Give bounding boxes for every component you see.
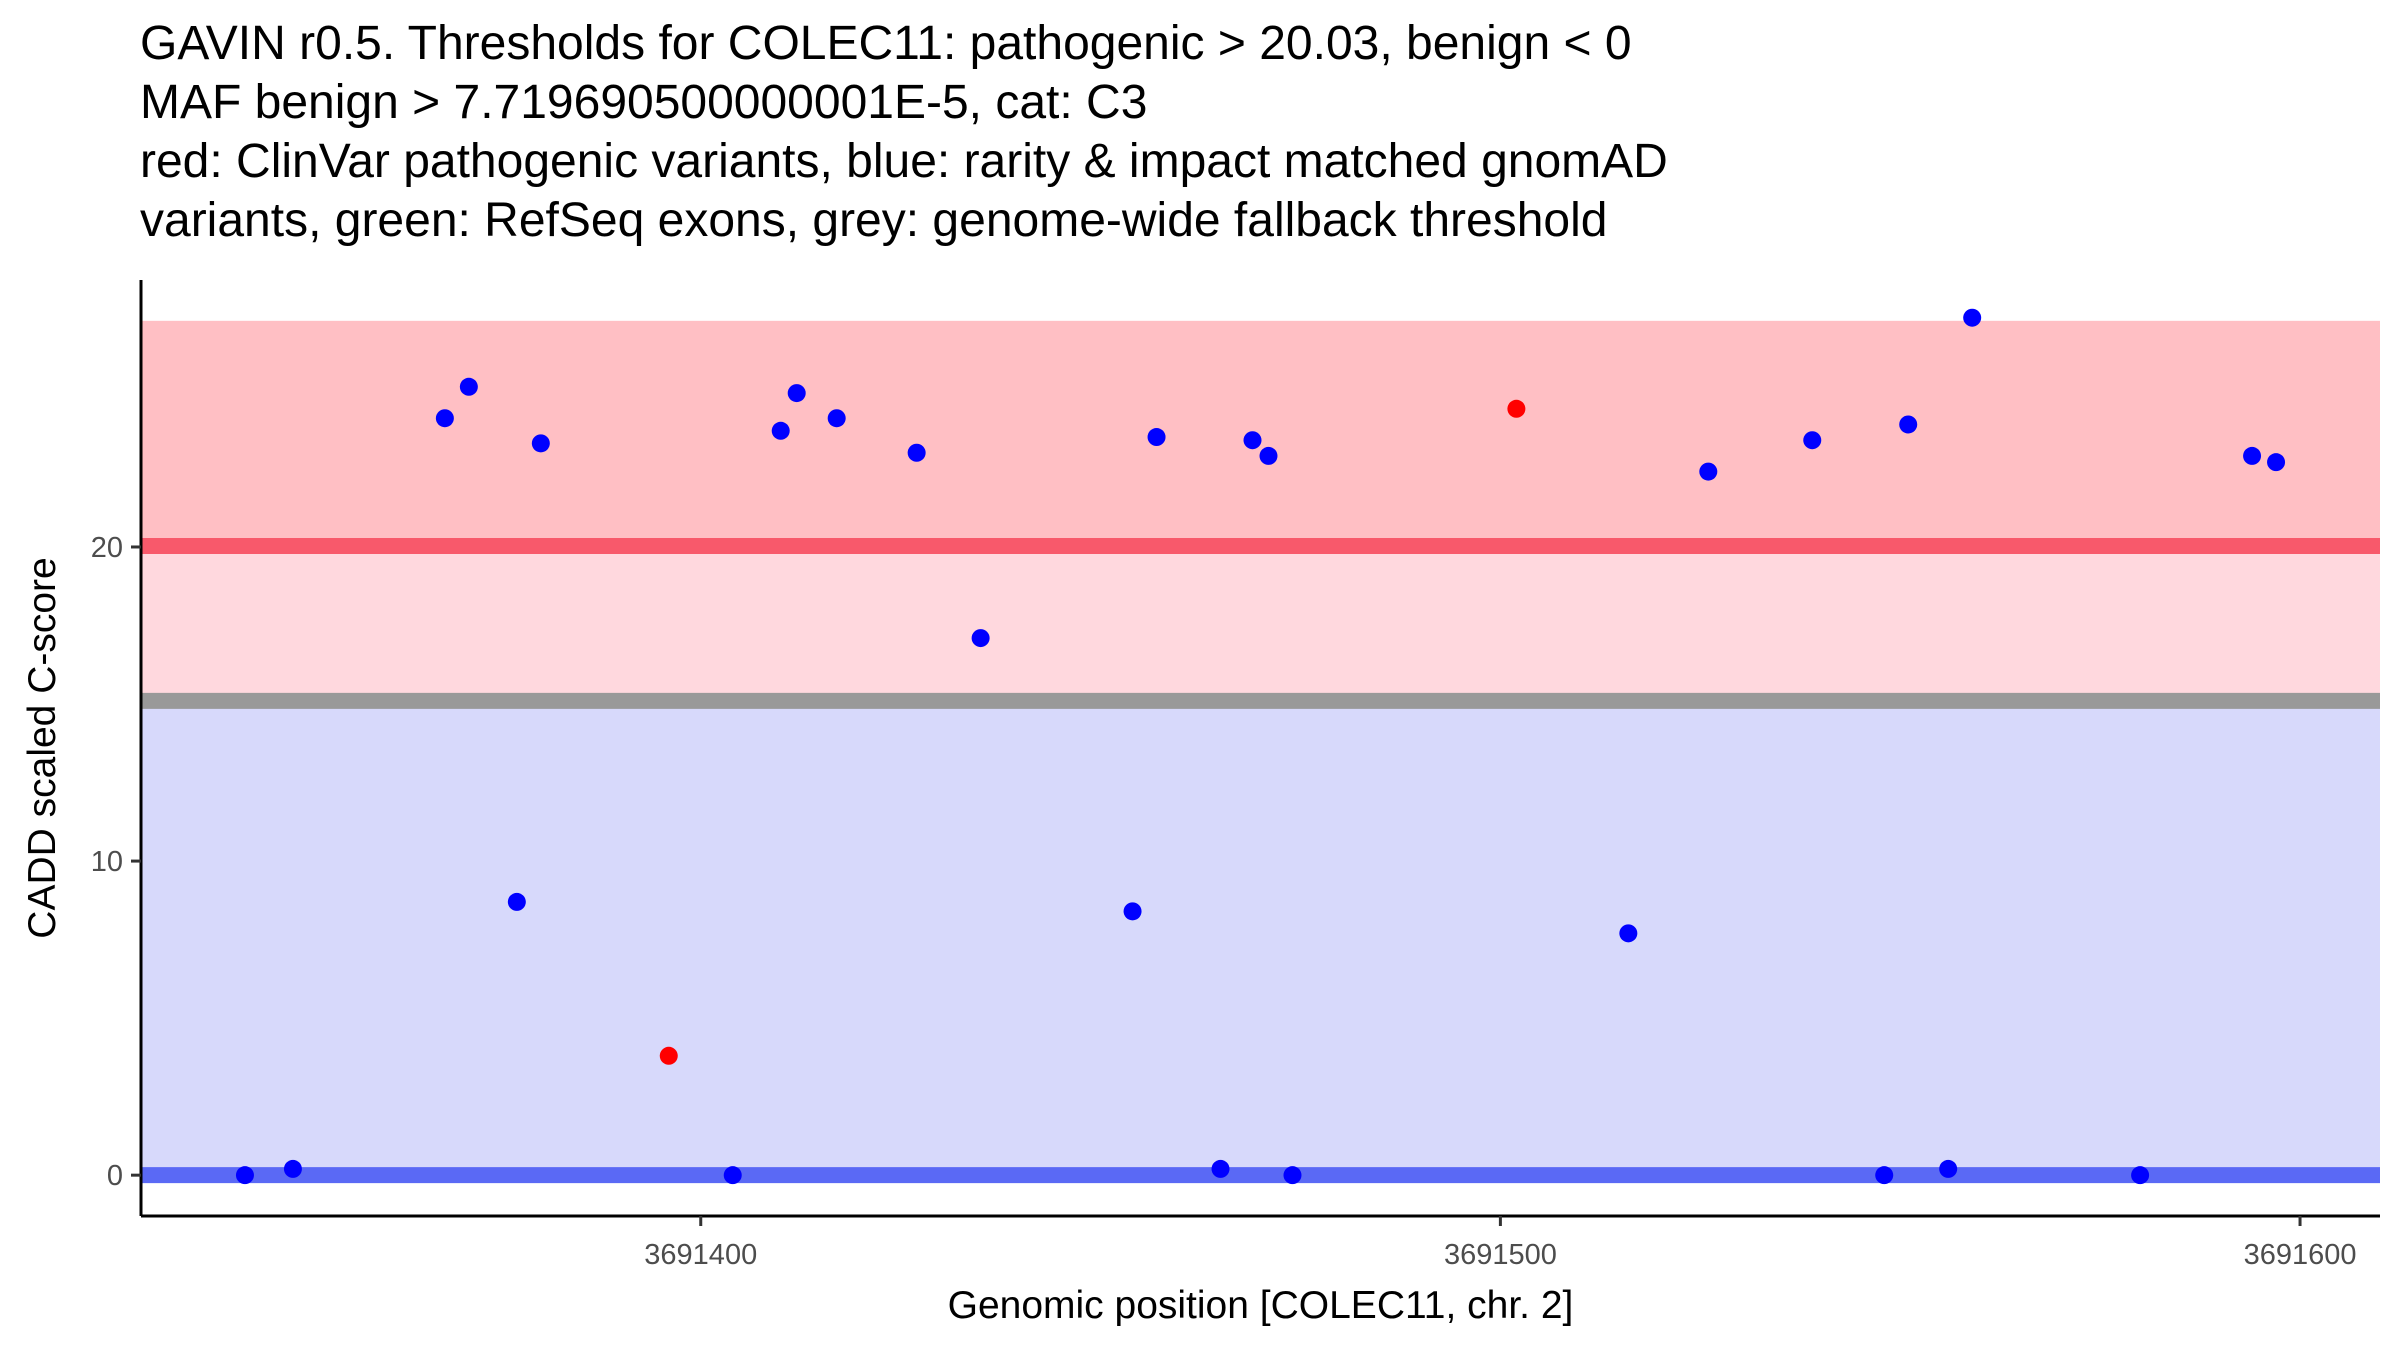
gnomad-point — [1963, 308, 1982, 327]
gnomad-point — [723, 1166, 742, 1185]
gnomad-point — [2267, 453, 2286, 472]
gnomad-point — [1803, 431, 1822, 450]
gnomad-point — [1243, 431, 1262, 450]
gnomad-point — [1899, 415, 1918, 434]
title-line-4: variants, green: RefSeq exons, grey: gen… — [140, 194, 1608, 247]
clinvar-point — [1507, 399, 1526, 418]
title-line-2: MAF benign > 7.719690500000001E-5, cat: … — [140, 76, 1148, 129]
clinvar-point — [659, 1046, 678, 1065]
y-tick-label: 10 — [91, 846, 123, 878]
gnomad-point — [1875, 1166, 1894, 1185]
title-line-1: GAVIN r0.5. Thresholds for COLEC11: path… — [140, 17, 1632, 70]
data-points — [235, 308, 2286, 1185]
gnomad-point — [1283, 1166, 1302, 1185]
gnomad-point — [531, 434, 550, 453]
gnomad-point — [1939, 1159, 1958, 1178]
gnomad-point — [1259, 446, 1278, 465]
x-tick-label: 3691500 — [1444, 1239, 1557, 1271]
chart-title: GAVIN r0.5. Thresholds for COLEC11: path… — [140, 14, 1668, 250]
x-axis-title: Genomic position [COLEC11, chr. 2] — [948, 1284, 1574, 1327]
threshold-lines — [141, 538, 2380, 1184]
gnomad-point — [507, 892, 526, 911]
gnomad-point — [235, 1166, 254, 1185]
gnomad-point — [971, 629, 990, 648]
gnomad-point — [1619, 924, 1638, 943]
pathogenic-band — [141, 320, 2380, 547]
gnomad-point — [787, 384, 806, 403]
gnomad-point — [1699, 462, 1718, 481]
benign-band — [141, 707, 2380, 1176]
gnomad-point — [771, 421, 790, 440]
y-tick-label: 20 — [91, 532, 123, 564]
x-tick-label: 3691400 — [644, 1239, 757, 1271]
gnomad-point — [907, 443, 926, 462]
x-tick-label: 3691600 — [2244, 1239, 2357, 1271]
gnomad-point — [435, 409, 454, 428]
axis-ticks: 3691400 3691500 3691600 0 10 20 — [91, 532, 2357, 1271]
gnomad-point — [2131, 1166, 2150, 1185]
gnomad-point — [283, 1159, 302, 1178]
uncertain-band — [141, 546, 2380, 695]
gnomad-point — [2243, 446, 2262, 465]
threshold-bands — [141, 320, 2380, 1176]
y-tick-label: 0 — [107, 1160, 123, 1192]
gnomad-point — [1123, 902, 1142, 921]
gnomad-point — [827, 409, 846, 428]
title-line-3: red: ClinVar pathogenic variants, blue: … — [140, 135, 1668, 188]
gnomad-point — [1211, 1159, 1230, 1178]
axes — [139, 280, 2380, 1218]
gnomad-point — [459, 377, 478, 396]
gnomad-point — [1147, 428, 1166, 447]
y-axis-title: CADD scaled C-score — [21, 557, 64, 938]
